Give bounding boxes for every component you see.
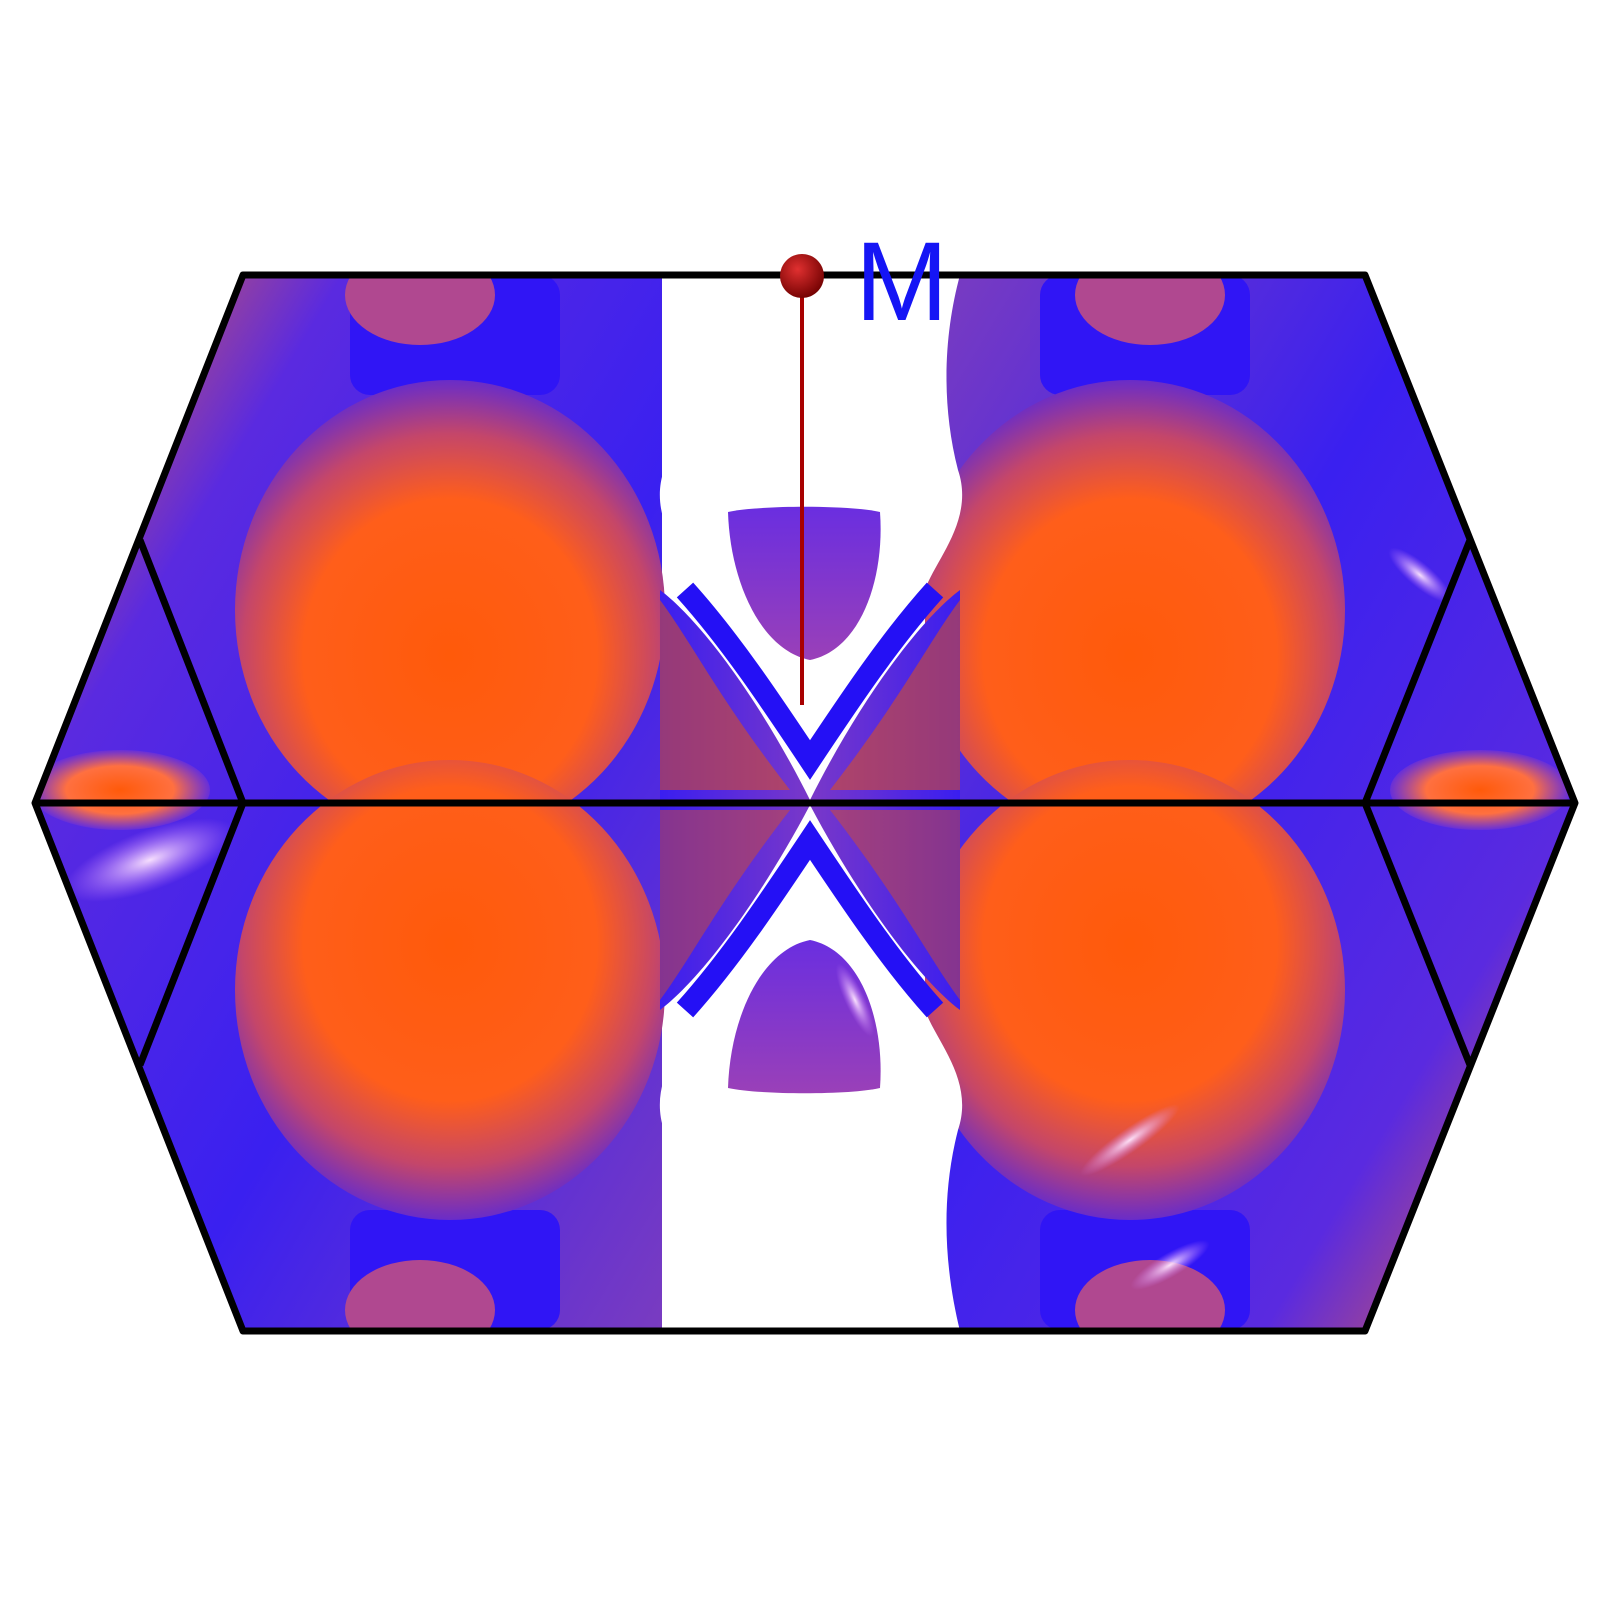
highlight-right-bottom [1130, 1240, 1210, 1290]
lobe-lower-left [235, 760, 665, 1220]
pocket-top-right [1075, 275, 1225, 345]
upper-bowl-pocket [728, 506, 881, 660]
neck-upper-edge [676, 582, 944, 780]
neck-left-shade [660, 600, 790, 790]
neck-right-shade-lower [830, 810, 960, 1000]
lobe-upper-left [235, 380, 665, 840]
brillouin-zone-edges [31, 271, 1579, 1335]
m-point-label: M [855, 219, 948, 344]
neck-right-shade [830, 600, 960, 790]
zone-edge-left-lower [136, 801, 247, 1067]
m-point-marker [780, 254, 824, 298]
highlight-right-upper [1388, 547, 1452, 603]
neck-lower-edge [676, 820, 944, 1018]
highlight-left [64, 818, 236, 902]
zone-edge-right-upper [1361, 538, 1474, 805]
side-pocket-left [35, 750, 210, 830]
highlight-right-lower [1080, 1104, 1180, 1176]
zone-edge-left-upper [136, 538, 247, 805]
lobe-lower-right [915, 760, 1345, 1220]
pocket-bottom-left [345, 1260, 495, 1331]
lobe-upper-right [915, 380, 1345, 840]
neck-left-shade-lower [660, 810, 790, 1000]
pocket-bottom-right [1075, 1260, 1225, 1331]
pocket-top-left [345, 275, 495, 345]
side-pocket-right [1390, 750, 1570, 830]
zone-edge-right-lower [1361, 801, 1474, 1067]
bowl-highlight [835, 963, 875, 1037]
